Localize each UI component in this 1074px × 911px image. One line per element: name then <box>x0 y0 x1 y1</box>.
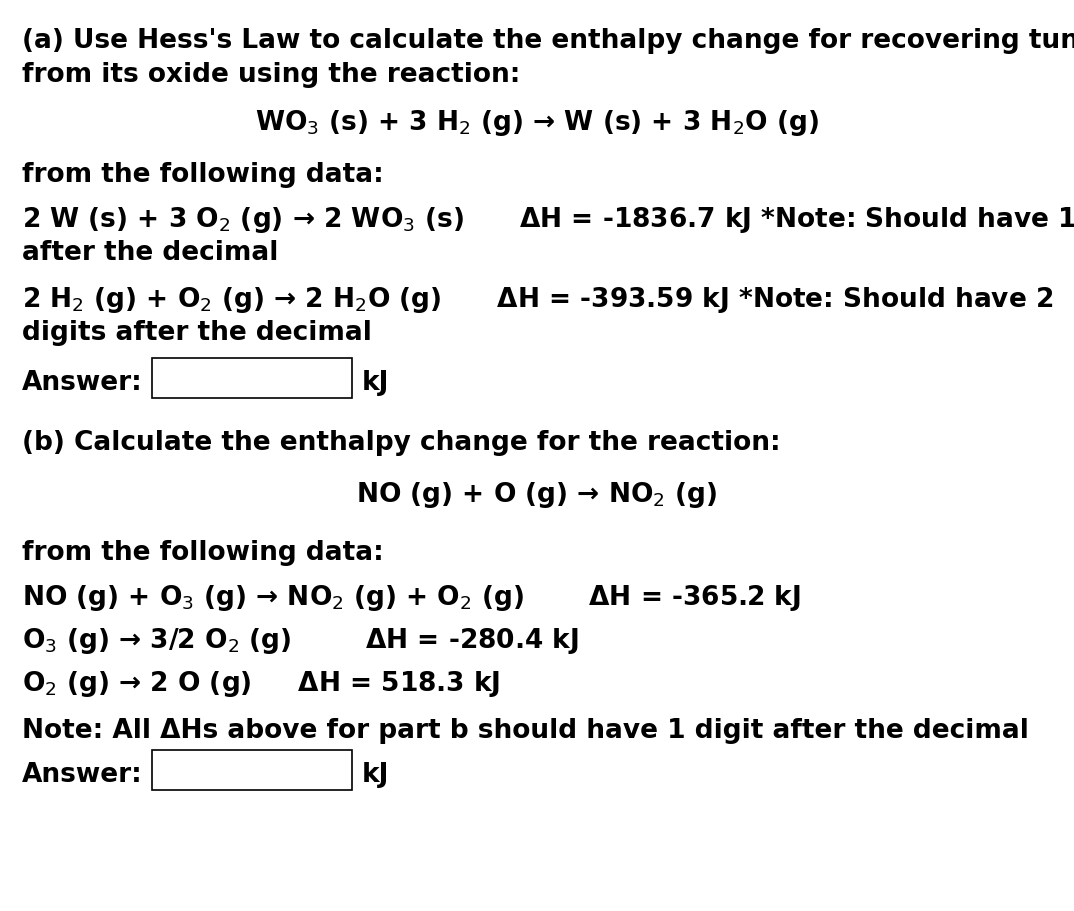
Text: digits after the decimal: digits after the decimal <box>21 320 372 346</box>
Text: Answer:: Answer: <box>21 370 143 396</box>
Text: NO (g) + O (g) → NO$_2$ (g): NO (g) + O (g) → NO$_2$ (g) <box>357 480 717 510</box>
Text: NO (g) + O$_3$ (g) → NO$_2$ (g) + O$_2$ (g)       ΔH = -365.2 kJ: NO (g) + O$_3$ (g) → NO$_2$ (g) + O$_2$ … <box>21 583 801 613</box>
Text: kJ: kJ <box>362 762 390 788</box>
Text: Note: All ΔHs above for part b should have 1 digit after the decimal: Note: All ΔHs above for part b should ha… <box>21 718 1029 744</box>
Text: from its oxide using the reaction:: from its oxide using the reaction: <box>21 62 521 88</box>
Text: Answer:: Answer: <box>21 762 143 788</box>
Bar <box>153 750 352 790</box>
Text: WO$_3$ (s) + 3 H$_2$ (g) → W (s) + 3 H$_2$O (g): WO$_3$ (s) + 3 H$_2$ (g) → W (s) + 3 H$_… <box>255 108 819 138</box>
Text: O$_3$ (g) → 3/2 O$_2$ (g)        ΔH = -280.4 kJ: O$_3$ (g) → 3/2 O$_2$ (g) ΔH = -280.4 kJ <box>21 626 579 656</box>
Text: 2 H$_2$ (g) + O$_2$ (g) → 2 H$_2$O (g)      ΔH = -393.59 kJ *Note: Should have 2: 2 H$_2$ (g) + O$_2$ (g) → 2 H$_2$O (g) Δ… <box>21 285 1054 315</box>
Text: (b) Calculate the enthalpy change for the reaction:: (b) Calculate the enthalpy change for th… <box>21 430 781 456</box>
Text: from the following data:: from the following data: <box>21 540 383 566</box>
Text: after the decimal: after the decimal <box>21 240 278 266</box>
Text: O$_2$ (g) → 2 O (g)     ΔH = 518.3 kJ: O$_2$ (g) → 2 O (g) ΔH = 518.3 kJ <box>21 669 500 699</box>
Text: (a) Use Hess's Law to calculate the enthalpy change for recovering tungston: (a) Use Hess's Law to calculate the enth… <box>21 28 1074 54</box>
Text: 2 W (s) + 3 O$_2$ (g) → 2 WO$_3$ (s)      ΔH = -1836.7 kJ *Note: Should have 1 d: 2 W (s) + 3 O$_2$ (g) → 2 WO$_3$ (s) ΔH … <box>21 205 1074 235</box>
Text: kJ: kJ <box>362 370 390 396</box>
Bar <box>153 358 352 398</box>
Text: from the following data:: from the following data: <box>21 162 383 188</box>
